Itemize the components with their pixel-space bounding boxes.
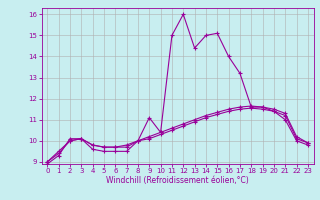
X-axis label: Windchill (Refroidissement éolien,°C): Windchill (Refroidissement éolien,°C) — [106, 176, 249, 185]
